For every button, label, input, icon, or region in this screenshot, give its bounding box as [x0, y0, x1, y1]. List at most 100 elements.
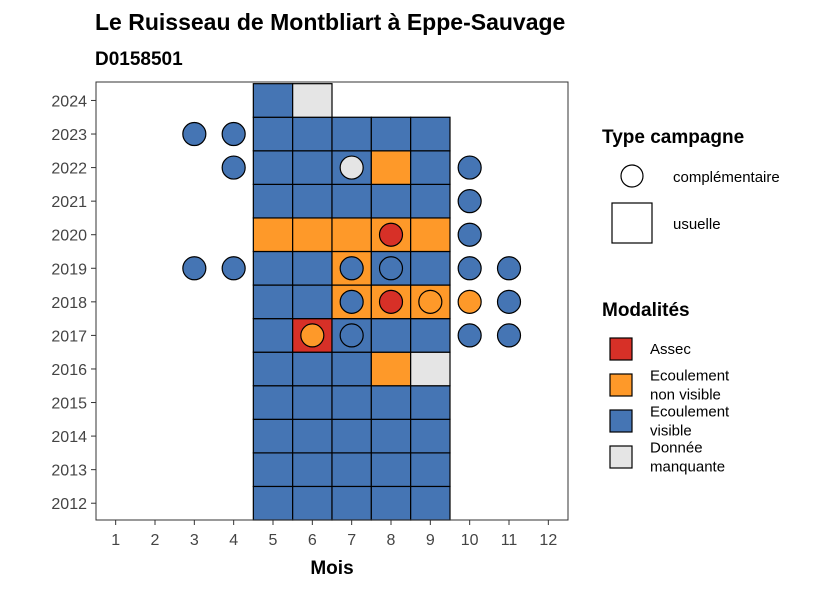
- usuelle-cell-2023-7: [331, 116, 372, 152]
- legend-label: Donnée: [650, 440, 703, 457]
- legend-square-key: [611, 202, 653, 244]
- x-tick-label: 1: [111, 532, 120, 549]
- legend-label: visible: [650, 423, 692, 440]
- usuelle-cell-2012-9: [410, 485, 451, 521]
- usuelle-cell-2022-9: [410, 150, 451, 185]
- complementaire-point-2017-6: [300, 323, 325, 348]
- legend-key-2: [609, 409, 633, 433]
- usuelle-cell-2021-8: [370, 183, 412, 219]
- y-tick-label: 2022: [51, 161, 87, 178]
- usuelle-cell-2021-9: [410, 183, 451, 219]
- legend-type-usuelle: usuelle: [673, 216, 721, 233]
- complementaire-point-2018-8: [378, 289, 404, 314]
- x-tick-label: 5: [269, 532, 278, 549]
- x-tick-label: 4: [229, 532, 238, 549]
- complementaire-point-2020-10: [457, 222, 482, 247]
- usuelle-cell-2024-5: [252, 83, 294, 118]
- usuelle-cell-2017-9: [410, 318, 451, 353]
- legend-label: Assec: [650, 341, 691, 358]
- usuelle-cell-2014-5: [252, 418, 294, 454]
- usuelle-cell-2013-9: [410, 452, 451, 488]
- x-tick-label: 11: [501, 532, 518, 549]
- complementaire-point-2023-3: [182, 121, 207, 147]
- legend-key-0: [609, 337, 633, 361]
- usuelle-cell-2023-6: [292, 116, 333, 152]
- x-tick-label: 2: [151, 532, 160, 549]
- usuelle-cell-2014-7: [331, 418, 372, 454]
- x-axis: 1 2 3 4 5 6 7 8 9 10 11 12: [111, 520, 557, 549]
- x-tick-label: 12: [539, 532, 557, 549]
- y-tick-label: 2019: [51, 261, 87, 278]
- usuelle-cell-2022-6: [292, 150, 333, 185]
- usuelle-cell-2020-5: [252, 217, 294, 253]
- usuelle-cell-2015-6: [292, 385, 333, 420]
- usuelle-cell-2016-9: [410, 351, 451, 387]
- x-tick-label: 6: [308, 532, 317, 549]
- complementaire-point-2017-10: [457, 323, 482, 348]
- plot-border: [95, 81, 569, 521]
- usuelle-cell-2013-8: [370, 452, 412, 488]
- x-tick-label: 7: [347, 532, 356, 549]
- y-tick-label: 2013: [51, 463, 87, 480]
- usuelle-cell-2016-5: [252, 351, 294, 387]
- usuelle-cell-2017-8: [370, 318, 412, 353]
- usuelle-cell-2019-5: [252, 250, 294, 286]
- legend-type-title: Type campagne: [602, 127, 744, 148]
- usuelle-cell-2016-6: [292, 351, 333, 387]
- usuelle-cell-2012-6: [292, 485, 333, 521]
- complementaire-point-2018-10: [457, 289, 482, 314]
- usuelle-cell-2020-7: [331, 217, 372, 253]
- complementaire-point-2019-10: [457, 256, 482, 281]
- usuelle-cell-2019-9: [410, 250, 451, 286]
- usuelle-cell-2020-9: [410, 217, 451, 253]
- y-tick-label: 2017: [51, 328, 87, 345]
- complementaire-point-2020-8: [378, 222, 404, 247]
- x-tick-label: 10: [461, 532, 479, 549]
- usuelle-cell-2016-8: [370, 351, 412, 387]
- complementaire-point-2019-4: [221, 256, 246, 281]
- complementaire-point-2023-4: [221, 121, 246, 147]
- chart-title: Le Ruisseau de Montbliart à Eppe-Sauvage: [95, 9, 565, 35]
- complementaire-point-2018-7: [339, 289, 364, 314]
- complementaire-points: [182, 121, 522, 348]
- complementaire-point-2019-3: [182, 256, 207, 281]
- legend-type-campagne: Type campagne complémentaire usuelle: [602, 127, 780, 244]
- usuelle-cell-2014-6: [292, 418, 333, 454]
- usuelle-cell-2015-9: [410, 385, 451, 420]
- usuelle-cell-2024-6: [292, 83, 333, 118]
- usuelle-cell-2022-8: [370, 150, 412, 185]
- usuelle-cell-2014-9: [410, 418, 451, 454]
- usuelle-cell-2012-8: [370, 485, 412, 521]
- usuelle-cell-2013-6: [292, 452, 333, 488]
- usuelle-cell-2020-6: [292, 217, 333, 253]
- complementaire-point-2017-11: [496, 323, 522, 348]
- y-tick-label: 2021: [51, 194, 87, 211]
- complementaire-point-2022-4: [221, 155, 246, 180]
- usuelle-cell-2023-9: [410, 116, 451, 152]
- complementaire-point-2022-7: [339, 155, 364, 180]
- usuelle-cell-2021-7: [331, 183, 372, 219]
- usuelle-cell-2012-5: [252, 485, 294, 521]
- legend-modalites-title: Modalités: [602, 300, 690, 321]
- y-tick-label: 2018: [51, 295, 87, 312]
- y-tick-label: 2020: [51, 228, 87, 245]
- usuelle-cell-2019-6: [292, 250, 333, 286]
- complementaire-point-2017-7: [339, 323, 364, 348]
- complementaire-point-2018-9: [418, 289, 443, 314]
- y-tick-label: 2014: [51, 429, 87, 446]
- legend-label: Ecoulement: [650, 404, 730, 421]
- usuelle-cell-2013-7: [331, 452, 372, 488]
- legend-key-1: [609, 373, 633, 397]
- legend-circle-key: [620, 164, 644, 188]
- y-axis: 2012 2013 2014 2015 2016 2017 2018 2019 2020 2021…: [51, 93, 96, 513]
- x-tick-label: 9: [426, 532, 435, 549]
- usuelle-cell-2017-5: [252, 318, 294, 353]
- usuelle-cell-2015-5: [252, 385, 294, 420]
- legend-label: manquante: [650, 459, 725, 476]
- complementaire-point-2022-10: [457, 155, 482, 180]
- x-tick-label: 3: [190, 532, 199, 549]
- complementaire-point-2021-10: [457, 189, 482, 214]
- legend-type-complementaire: complémentaire: [673, 169, 780, 186]
- usuelle-cell-2015-7: [331, 385, 372, 420]
